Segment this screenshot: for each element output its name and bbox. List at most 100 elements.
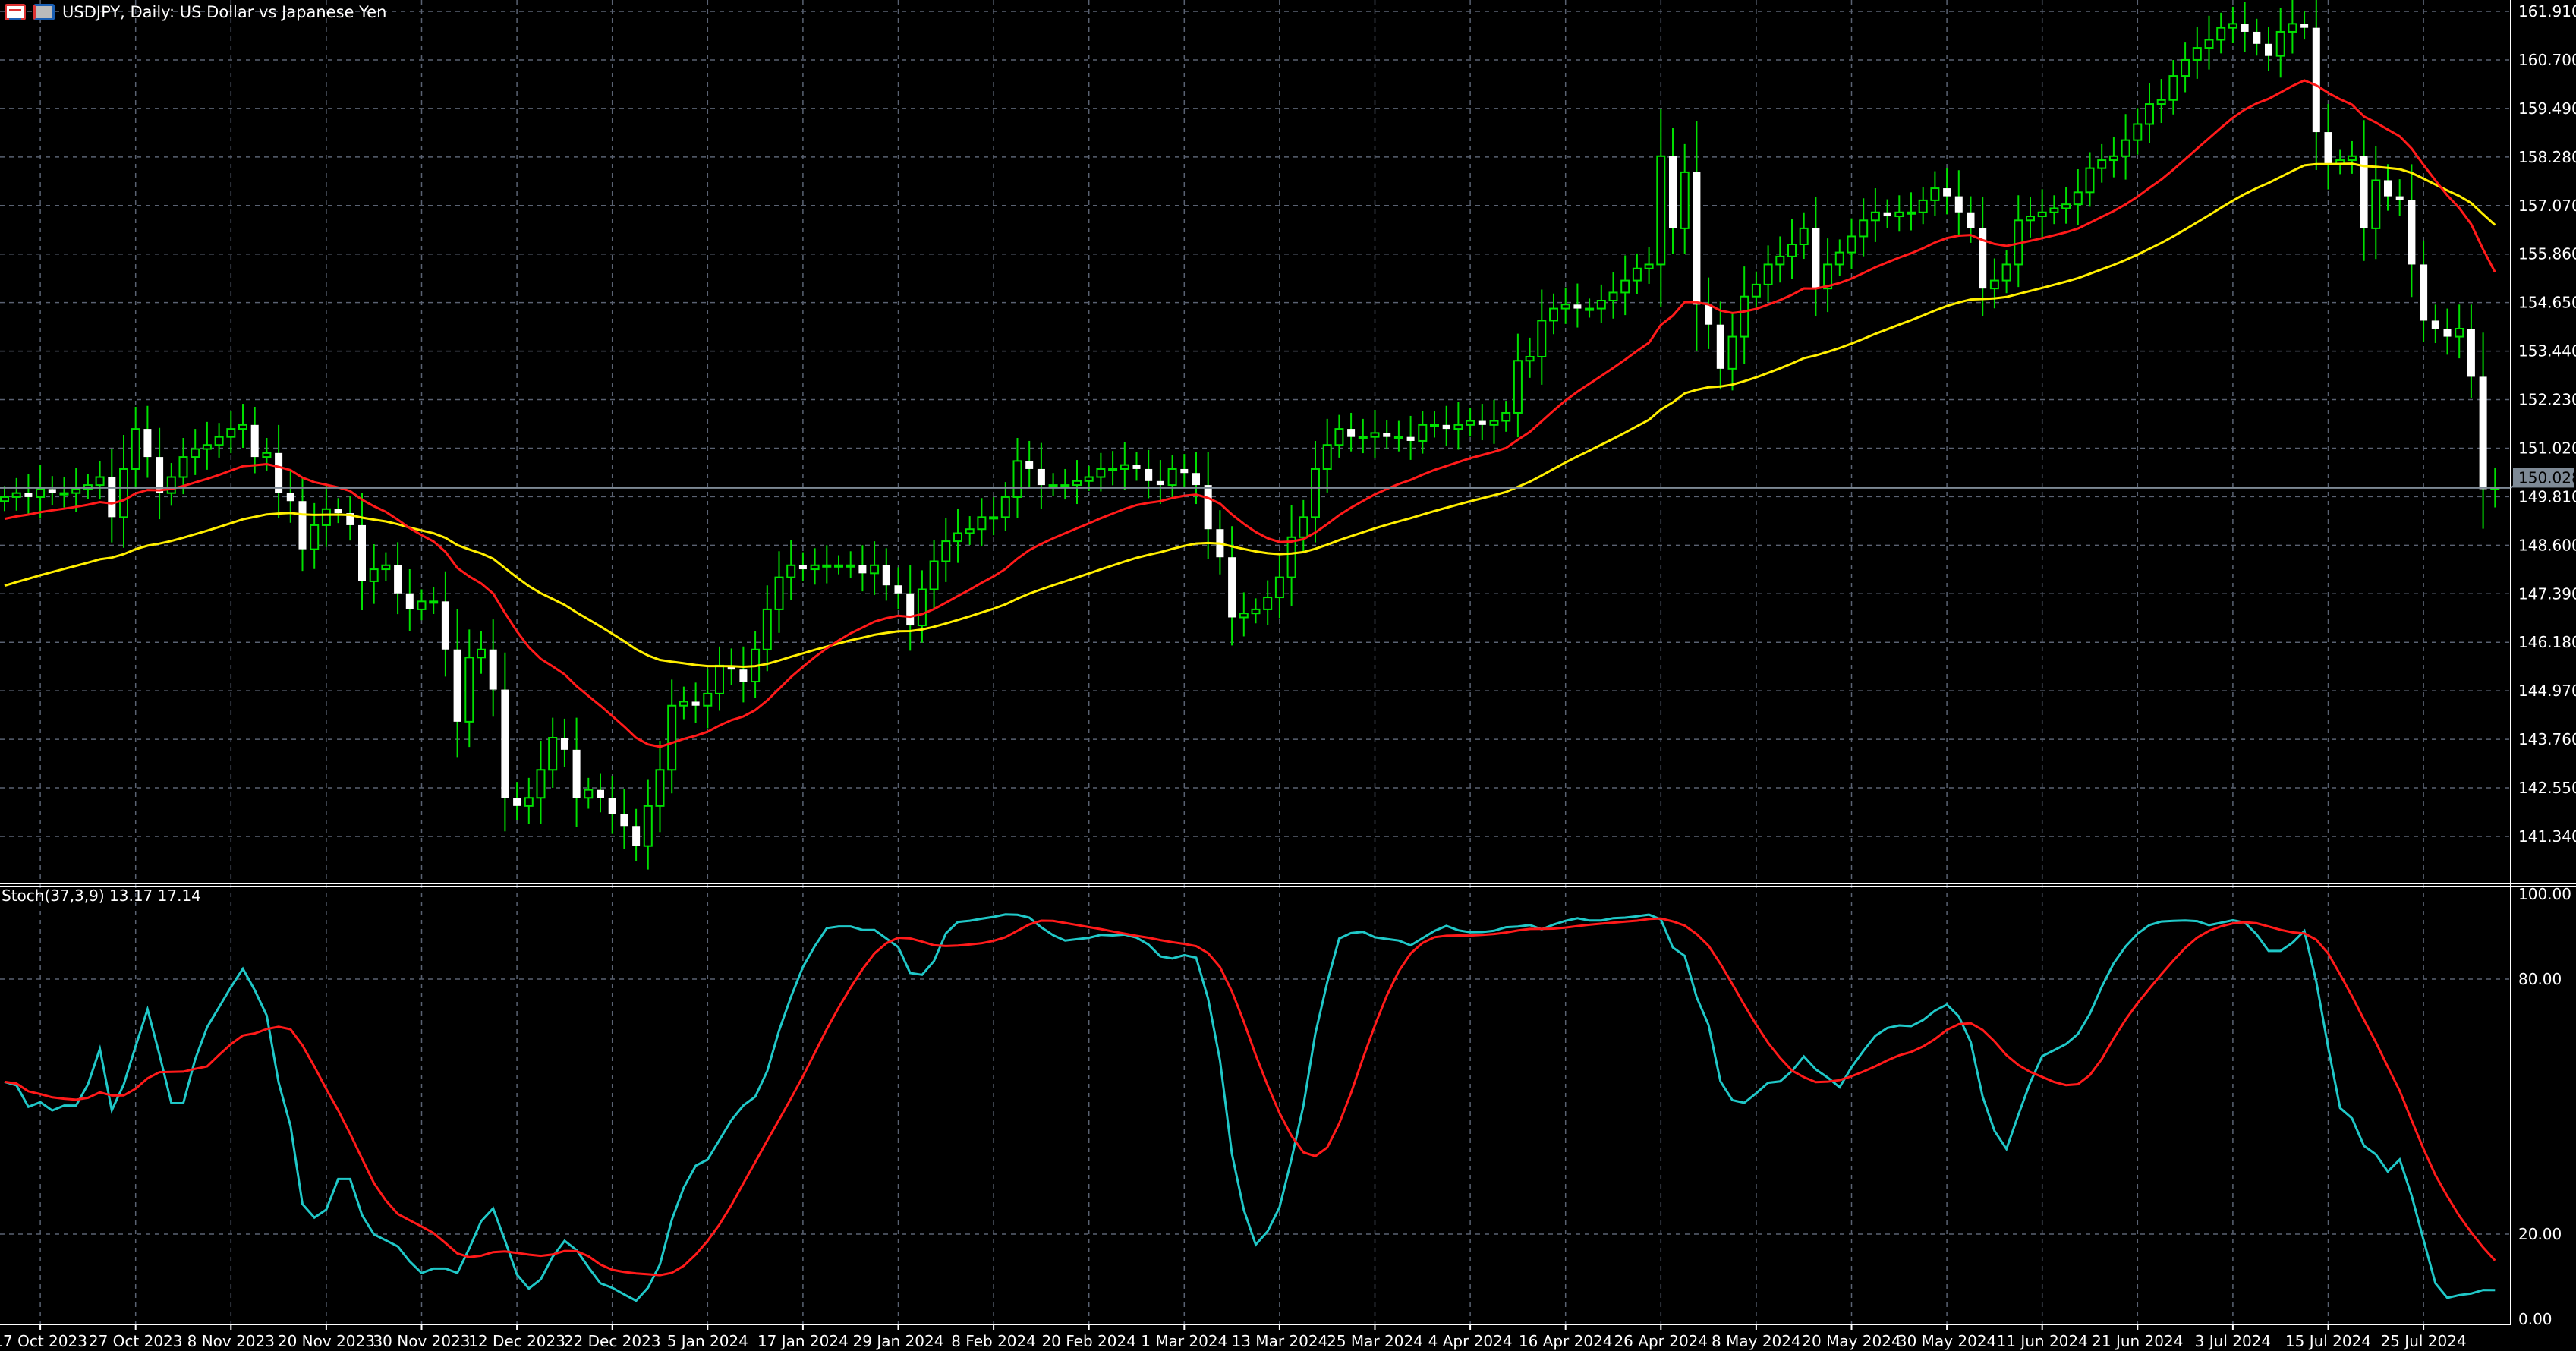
- candle-bull: [2204, 39, 2214, 49]
- candle-bear: [727, 665, 735, 670]
- candle-bull: [1370, 432, 1380, 438]
- candle-bull: [1489, 420, 1499, 426]
- candle-bear: [1967, 212, 1975, 228]
- candle-bull: [929, 560, 939, 590]
- candle-bull: [166, 476, 176, 494]
- candle-bear: [156, 457, 164, 493]
- stochastic-panel[interactable]: [4, 913, 2496, 1302]
- candle-bear: [560, 738, 568, 750]
- candle-bear: [572, 749, 581, 798]
- stochastic-main-line: [4, 913, 2496, 1302]
- date-axis-label: 8 Feb 2024: [951, 1332, 1036, 1350]
- candle-bull: [2288, 23, 2297, 33]
- candle-bear: [2479, 376, 2487, 490]
- candle-bull: [131, 428, 140, 470]
- candle-bull: [1322, 444, 1332, 470]
- candle-bull: [1239, 613, 1249, 619]
- candle-bull: [1727, 335, 1737, 370]
- candle-bull: [202, 444, 212, 450]
- candle-bull: [524, 797, 534, 807]
- candle-bull: [2073, 191, 2083, 206]
- candle-bull: [1012, 460, 1022, 498]
- candle-bear: [2241, 24, 2249, 32]
- candle-bear: [1347, 429, 1356, 437]
- candle-bull: [2001, 263, 2011, 282]
- candle-bull: [178, 456, 188, 478]
- candle-bull: [1418, 424, 1428, 442]
- candle-bull: [1847, 235, 1856, 254]
- candle-bull: [262, 452, 272, 458]
- candle-bear: [1478, 420, 1486, 425]
- candle-bear: [441, 601, 449, 650]
- candle-bull: [1525, 355, 1535, 362]
- chart-title: USDJPY, Daily: US Dollar vs Japanese Yen: [62, 3, 387, 21]
- date-axis-label: 22 Dec 2023: [564, 1332, 661, 1350]
- candle-bull: [679, 701, 688, 707]
- candle-bull: [1286, 536, 1296, 578]
- candle-bear: [2395, 196, 2404, 200]
- candle-bear: [608, 798, 616, 814]
- candle-bear: [632, 826, 641, 846]
- candle-bear: [286, 493, 294, 502]
- candle-bull: [1859, 219, 1869, 238]
- candle-bear: [739, 669, 748, 682]
- candle-bull: [655, 769, 665, 807]
- candle-bull: [381, 564, 391, 571]
- candle-bull: [464, 657, 474, 723]
- candle-bear: [2312, 27, 2320, 133]
- date-axis-label: 5 Jan 2024: [667, 1332, 748, 1350]
- price-axis-label: 142.550: [2518, 779, 2576, 797]
- candle-bear: [2265, 43, 2272, 56]
- price-axis-label: 161.910: [2518, 2, 2576, 20]
- candle-bear: [1037, 468, 1045, 486]
- stoch-axis-label: 100.00: [2518, 885, 2571, 903]
- candle-bull: [1096, 468, 1106, 478]
- candle-bear: [1979, 228, 1987, 289]
- candle-bull: [2156, 99, 2166, 105]
- candle-bull: [810, 564, 820, 571]
- candle-bull: [786, 564, 796, 578]
- candle-bull: [1072, 480, 1082, 487]
- candle-bull: [0, 496, 9, 502]
- candle-bear: [597, 789, 604, 798]
- candle-bull: [2121, 139, 2130, 157]
- date-axis-label: 20 Nov 2023: [278, 1332, 375, 1350]
- candle-bull: [95, 476, 105, 487]
- candle-bull: [1358, 436, 1368, 439]
- candle-bear: [501, 689, 509, 798]
- candlesticks: [0, 0, 2500, 870]
- symbol-list-icon[interactable]: [5, 4, 26, 20]
- candle-bull: [1751, 283, 1761, 298]
- current-price-label: 150.028: [2518, 468, 2576, 487]
- candle-bull: [1466, 420, 1475, 426]
- candle-bull: [1787, 244, 1797, 257]
- candle-bear: [798, 565, 807, 570]
- candle-bear: [1669, 156, 1677, 228]
- price-axis-label: 148.600: [2518, 536, 2576, 554]
- candle-bull: [321, 508, 331, 526]
- candle-bear: [1204, 485, 1212, 530]
- candle-bear: [882, 565, 890, 586]
- candle-bull: [834, 564, 843, 568]
- candle-bull: [429, 600, 439, 604]
- candle-bull: [2168, 75, 2178, 101]
- candle-bull: [2097, 159, 2107, 169]
- candle-bear: [2431, 320, 2439, 329]
- candle-bear: [1180, 468, 1189, 474]
- candle-bear: [620, 814, 628, 827]
- candle-bull: [1311, 468, 1320, 518]
- chart-window-icon[interactable]: [33, 4, 55, 20]
- candle-bear: [1132, 465, 1141, 469]
- candle-bull: [238, 424, 247, 430]
- date-axis-label: 1 Mar 2024: [1141, 1332, 1227, 1350]
- candle-bull: [643, 805, 653, 847]
- date-axis-label: 16 Apr 2024: [1519, 1332, 1613, 1350]
- candle-bear: [394, 565, 402, 594]
- candle-bull: [1393, 436, 1403, 439]
- price-axis-label: 143.760: [2518, 730, 2576, 748]
- candle-bear: [2300, 24, 2309, 28]
- moving-average-fast-line: [4, 79, 2496, 748]
- candle-bear: [1228, 557, 1236, 618]
